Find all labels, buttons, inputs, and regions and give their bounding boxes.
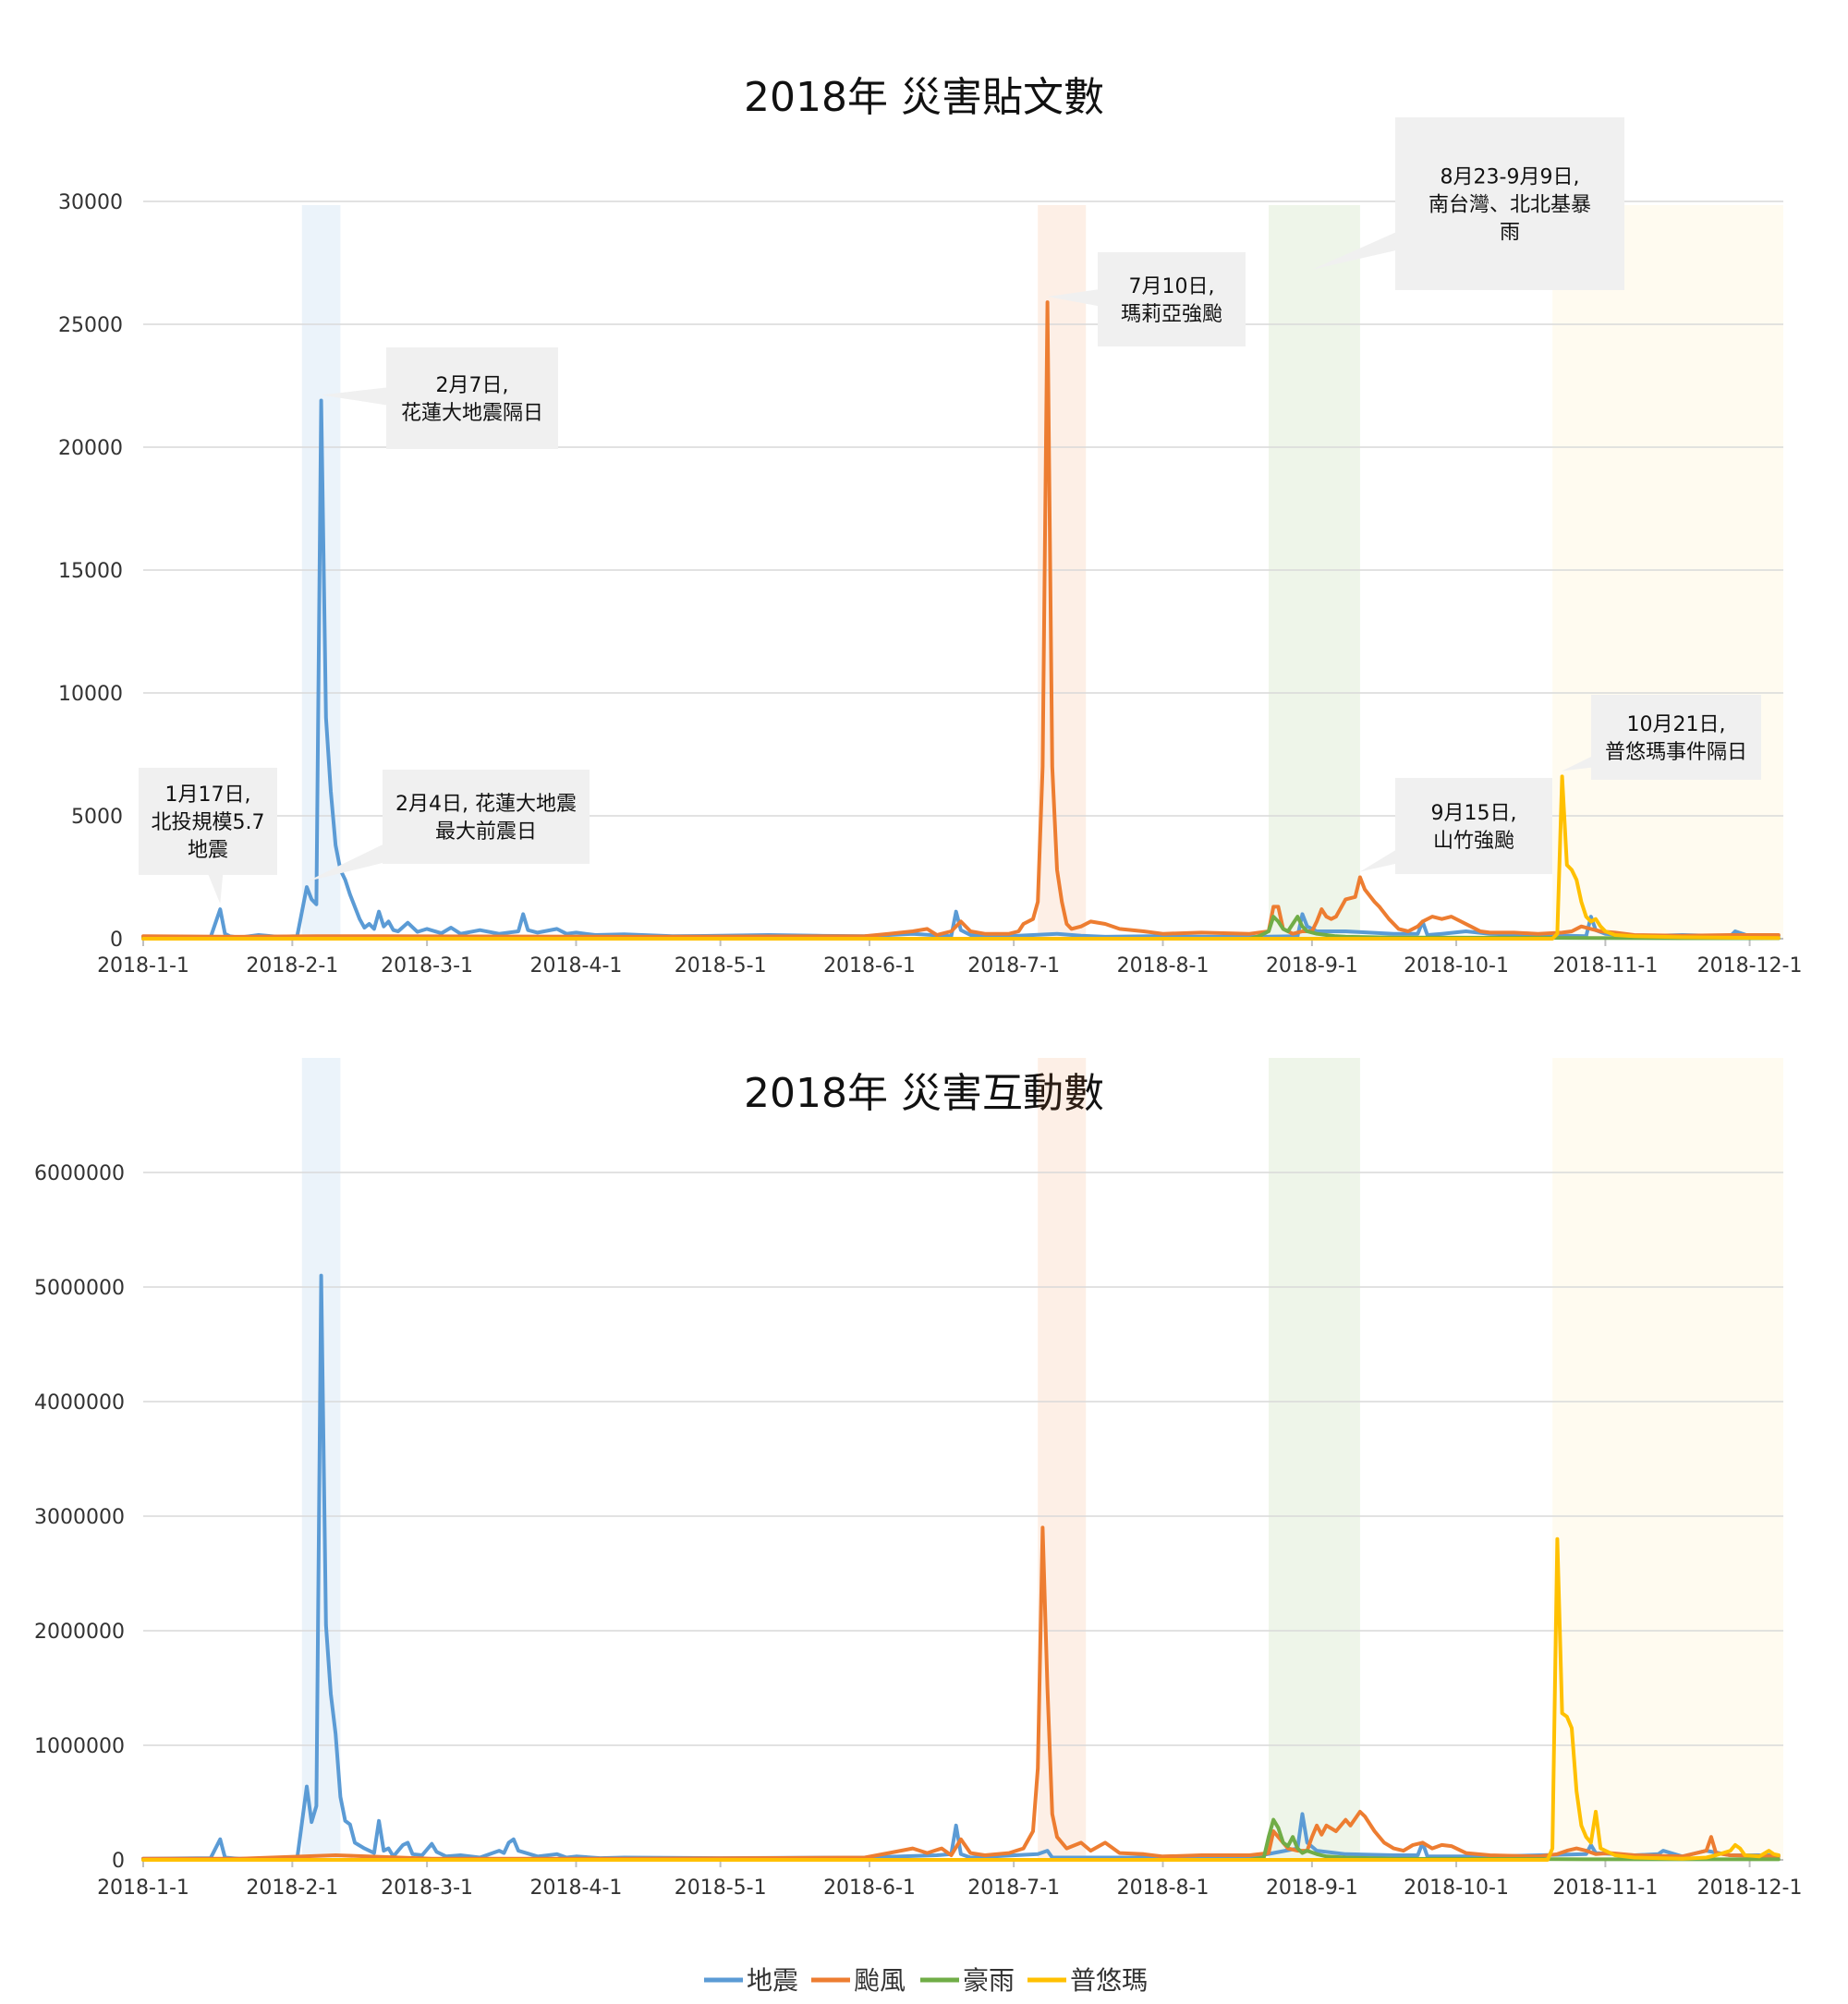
y-tick-label: 10000	[58, 683, 123, 706]
x-tick-label: 2018-6-1	[823, 1876, 916, 1900]
y-tick-label: 0	[110, 929, 123, 952]
y-tick-label: 5000000	[34, 1277, 125, 1300]
x-tick-label: 2018-7-1	[967, 954, 1060, 978]
interactions-chart-y-axis: 0 1000000 2000000 3000000 4000000 5000000 6000…	[34, 1162, 125, 1873]
x-tick-label: 2018-6-1	[823, 954, 916, 978]
x-tick-label: 2018-8-1	[1117, 954, 1210, 978]
x-tick-label: 2018-2-1	[246, 954, 338, 978]
annotation-box	[383, 770, 590, 864]
x-tick-label: 2018-11-1	[1552, 1876, 1658, 1900]
interactions-chart-highlight-bands	[301, 1058, 1783, 1860]
annotation-box	[1098, 252, 1246, 346]
annotation-box	[386, 347, 558, 449]
y-tick-label: 0	[112, 1850, 125, 1873]
y-tick-label: 20000	[58, 437, 123, 460]
x-tick-label: 2018-12-1	[1697, 954, 1803, 978]
posts-chart-annotations: 1月17日, 北投規模5.7 地震 2月7日, 花蓮大地震隔日 2月4日, 花蓮大地震最大…	[139, 117, 1761, 905]
annotation-box	[139, 768, 277, 875]
annotation-text: 2月7日,	[436, 374, 509, 397]
x-tick-label: 2018-9-1	[1266, 954, 1358, 978]
x-tick-label: 2018-10-1	[1404, 1876, 1509, 1900]
series-line-earthquake	[141, 1273, 1781, 1861]
y-tick-label: 1000000	[34, 1735, 125, 1758]
highlight-band	[1038, 1058, 1087, 1860]
legend-label-heavy-rain: 豪雨	[963, 1965, 1015, 1996]
highlight-band	[1552, 205, 1783, 939]
annotation-text: 2月4日, 花蓮大地震	[395, 793, 577, 816]
interactions-chart-title: 2018年 災害互動數	[744, 1070, 1104, 1117]
series-line-puyuma	[141, 774, 1781, 941]
x-tick-label: 2018-4-1	[530, 954, 623, 978]
interactions-chart: 2018年 災害互動數 0 1000000 2000000 3000000 400000…	[34, 1058, 1802, 1900]
annotation-text: 8月23-9月9日,	[1441, 166, 1580, 189]
x-tick-label: 2018-7-1	[967, 1876, 1060, 1900]
x-tick-label: 2018-8-1	[1117, 1876, 1210, 1900]
x-tick-label: 2018-11-1	[1552, 954, 1658, 978]
highlight-band	[1269, 205, 1360, 939]
legend-label-earthquake: 地震	[747, 1965, 798, 1996]
annotation-text: 7月10日,	[1129, 275, 1215, 298]
x-tick-label: 2018-3-1	[381, 954, 473, 978]
annotation-text: 普悠瑪事件隔日	[1605, 741, 1747, 764]
legend: 地震 颱風 豪雨 普悠瑪	[704, 1965, 1148, 1996]
y-tick-label: 2000000	[34, 1621, 125, 1644]
x-tick-label: 2018-1-1	[97, 1876, 189, 1900]
x-tick-label: 2018-1-1	[97, 954, 189, 978]
y-tick-label: 15000	[58, 560, 123, 583]
annotation-box	[1395, 117, 1624, 290]
posts-chart-x-axis: 2018-1-1 2018-2-1 2018-3-1 2018-4-1 2018-5-1…	[97, 939, 1802, 978]
posts-chart: 2018年 災害貼文數 0 5000 10000 15000 20000 25000 300…	[58, 74, 1802, 978]
highlight-band	[1269, 1058, 1360, 1860]
annotation-text: 最大前震日	[435, 820, 537, 844]
y-tick-label: 3000000	[34, 1506, 125, 1529]
x-tick-label: 2018-4-1	[530, 1876, 623, 1900]
y-tick-label: 5000	[71, 806, 123, 829]
annotation-text: 雨	[1500, 222, 1520, 245]
x-tick-label: 2018-5-1	[675, 954, 767, 978]
y-tick-label: 4000000	[34, 1391, 125, 1415]
annotation-text: 北投規模5.7	[152, 811, 265, 834]
interactions-chart-x-axis: 2018-1-1 2018-2-1 2018-3-1 2018-4-1 2018-5-1…	[97, 1860, 1802, 1900]
legend-label-typhoon: 颱風	[854, 1965, 906, 1996]
annotation-text: 山竹強颱	[1433, 830, 1514, 853]
annotation-text: 南台灣、北北基暴	[1429, 194, 1591, 217]
y-tick-label: 30000	[58, 191, 123, 214]
x-tick-label: 2018-5-1	[675, 1876, 767, 1900]
legend-label-puyuma: 普悠瑪	[1070, 1965, 1148, 1996]
highlight-band	[1552, 1058, 1783, 1860]
annotation-text: 1月17日,	[165, 783, 251, 807]
series-line-puyuma	[141, 1536, 1781, 1862]
annotation-box	[1395, 778, 1552, 874]
posts-chart-title: 2018年 災害貼文數	[744, 74, 1104, 121]
annotation-text: 花蓮大地震隔日	[401, 402, 543, 425]
annotation-text: 地震	[188, 839, 228, 862]
y-tick-label: 25000	[58, 314, 123, 337]
annotation-text: 10月21日,	[1627, 713, 1726, 736]
interactions-chart-gridlines	[143, 1172, 1783, 1861]
annotation-text: 瑪莉亞強颱	[1121, 303, 1222, 326]
x-tick-label: 2018-2-1	[246, 1876, 338, 1900]
x-tick-label: 2018-9-1	[1266, 1876, 1358, 1900]
annotation-box	[1591, 695, 1761, 780]
y-tick-label: 6000000	[34, 1162, 125, 1185]
annotation-text: 9月15日,	[1431, 802, 1517, 825]
interactions-chart-series	[141, 1273, 1781, 1862]
series-line-typhoon	[141, 1525, 1781, 1861]
x-tick-label: 2018-12-1	[1697, 1876, 1803, 1900]
x-tick-label: 2018-3-1	[381, 1876, 473, 1900]
series-line-earthquake	[141, 398, 1781, 940]
posts-chart-y-axis: 0 5000 10000 15000 20000 25000 30000	[58, 191, 123, 952]
posts-chart-series	[141, 300, 1781, 941]
x-tick-label: 2018-10-1	[1404, 954, 1509, 978]
